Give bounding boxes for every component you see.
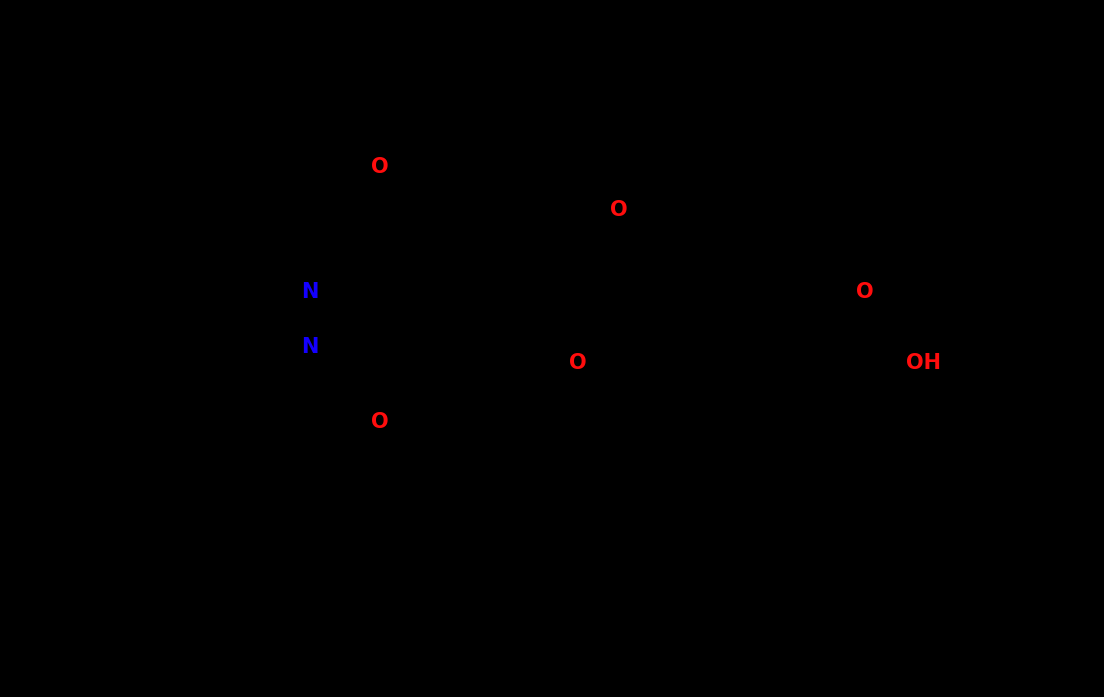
Text: O: O [611, 200, 628, 220]
Text: O: O [371, 412, 389, 432]
Text: O: O [570, 353, 587, 373]
Text: O: O [371, 157, 389, 177]
Text: OH: OH [906, 353, 941, 373]
Text: O: O [857, 282, 873, 302]
Text: N: N [301, 337, 319, 357]
Text: N: N [301, 282, 319, 302]
